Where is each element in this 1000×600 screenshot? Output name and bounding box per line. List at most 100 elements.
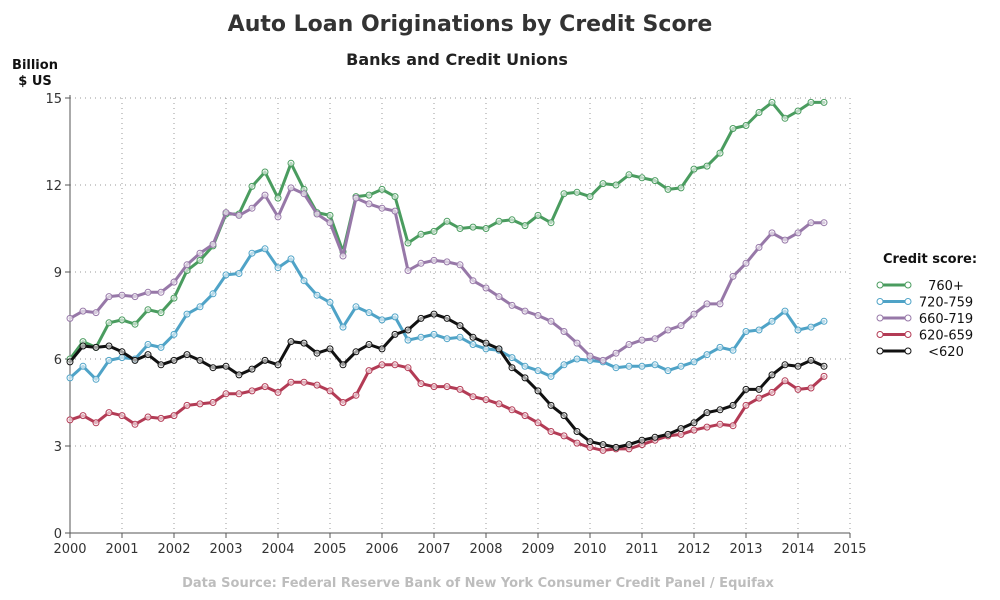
data-point	[651, 361, 659, 369]
data-point	[469, 223, 477, 231]
x-tick-label: 2012	[677, 542, 710, 557]
data-point	[820, 372, 828, 380]
data-point	[625, 171, 633, 179]
data-point	[820, 317, 828, 325]
data-point	[105, 319, 113, 327]
data-point	[560, 432, 568, 440]
y-tick-label: 12	[45, 179, 62, 194]
data-point	[456, 261, 464, 269]
data-point	[521, 307, 529, 315]
data-point	[378, 185, 386, 193]
data-point	[261, 356, 269, 364]
data-point	[196, 256, 204, 264]
data-point	[79, 307, 87, 315]
data-point	[300, 378, 308, 386]
data-point	[404, 336, 412, 344]
data-point	[586, 193, 594, 201]
data-point	[625, 441, 633, 449]
data-point	[495, 293, 503, 301]
legend-swatch-marker	[904, 331, 912, 338]
data-point	[326, 211, 334, 219]
series-lines	[66, 98, 828, 454]
data-point	[118, 412, 126, 420]
data-point	[742, 122, 750, 129]
data-point	[144, 413, 152, 421]
data-point	[482, 284, 490, 292]
axes: 2000 2001 2002 2003 2004 2005 2006 2007 2008 2009…	[45, 92, 866, 557]
data-point	[235, 211, 243, 219]
data-point	[170, 278, 178, 286]
data-point	[274, 194, 282, 202]
legend-label: 720-759	[919, 296, 973, 311]
data-point	[118, 316, 126, 324]
data-point	[157, 361, 165, 369]
data-point	[313, 291, 321, 299]
data-point	[118, 354, 126, 362]
data-point	[209, 364, 217, 372]
data-point	[378, 345, 386, 353]
data-point	[170, 356, 178, 364]
x-tick-label: 2000	[53, 542, 86, 557]
data-point	[144, 288, 152, 296]
x-tick-label: 2013	[729, 542, 762, 557]
data-point	[599, 180, 607, 188]
data-point	[586, 438, 594, 446]
data-point	[92, 309, 100, 317]
data-point	[469, 341, 477, 348]
data-point	[690, 358, 698, 366]
data-point	[92, 419, 100, 427]
data-point	[391, 207, 399, 215]
data-point	[196, 303, 204, 311]
data-point	[781, 236, 789, 244]
data-point	[469, 277, 477, 285]
series-660-719	[66, 184, 828, 364]
data-point	[807, 356, 815, 364]
data-point	[573, 339, 581, 347]
data-point	[131, 293, 139, 301]
data-point	[729, 422, 737, 430]
data-point	[625, 362, 633, 370]
data-point	[677, 425, 685, 433]
data-point	[547, 372, 555, 380]
data-point	[664, 185, 672, 193]
data-point	[482, 396, 490, 404]
data-point	[391, 361, 399, 369]
data-point	[768, 388, 776, 396]
data-point	[781, 377, 789, 385]
data-point	[703, 409, 711, 417]
data-point	[196, 356, 204, 364]
data-point	[79, 362, 87, 370]
data-point	[430, 383, 438, 391]
data-point	[313, 349, 321, 357]
data-point	[560, 190, 568, 198]
data-point	[378, 204, 386, 212]
data-point	[508, 216, 516, 224]
data-point	[352, 194, 360, 202]
series-720-759	[66, 245, 828, 383]
data-point	[677, 184, 685, 192]
data-point	[352, 391, 360, 399]
legend-swatch-marker	[876, 331, 884, 338]
legend-swatch-marker	[876, 281, 884, 289]
data-point	[677, 362, 685, 370]
data-point	[196, 249, 204, 257]
data-point	[443, 335, 451, 343]
data-point	[66, 374, 74, 382]
series-620	[66, 310, 828, 451]
data-point	[79, 412, 87, 420]
data-point	[807, 323, 815, 331]
data-point	[404, 326, 412, 334]
legend-label: 620-659	[919, 329, 973, 344]
data-point	[326, 298, 334, 306]
data-point	[417, 230, 425, 238]
data-point	[443, 217, 451, 225]
data-point	[573, 355, 581, 363]
legend-swatch-marker	[876, 314, 884, 322]
data-point	[534, 211, 542, 219]
data-point	[482, 339, 490, 347]
data-point	[456, 333, 464, 341]
data-point	[768, 229, 776, 237]
data-point	[274, 264, 282, 272]
data-point	[261, 383, 269, 391]
